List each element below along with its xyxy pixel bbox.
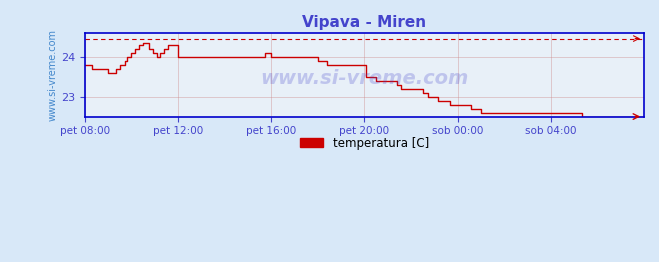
Text: www.si-vreme.com: www.si-vreme.com: [260, 69, 469, 88]
Y-axis label: www.si-vreme.com: www.si-vreme.com: [48, 29, 58, 121]
Title: Vipava - Miren: Vipava - Miren: [302, 15, 426, 30]
Legend: temperatura [C]: temperatura [C]: [295, 132, 434, 154]
